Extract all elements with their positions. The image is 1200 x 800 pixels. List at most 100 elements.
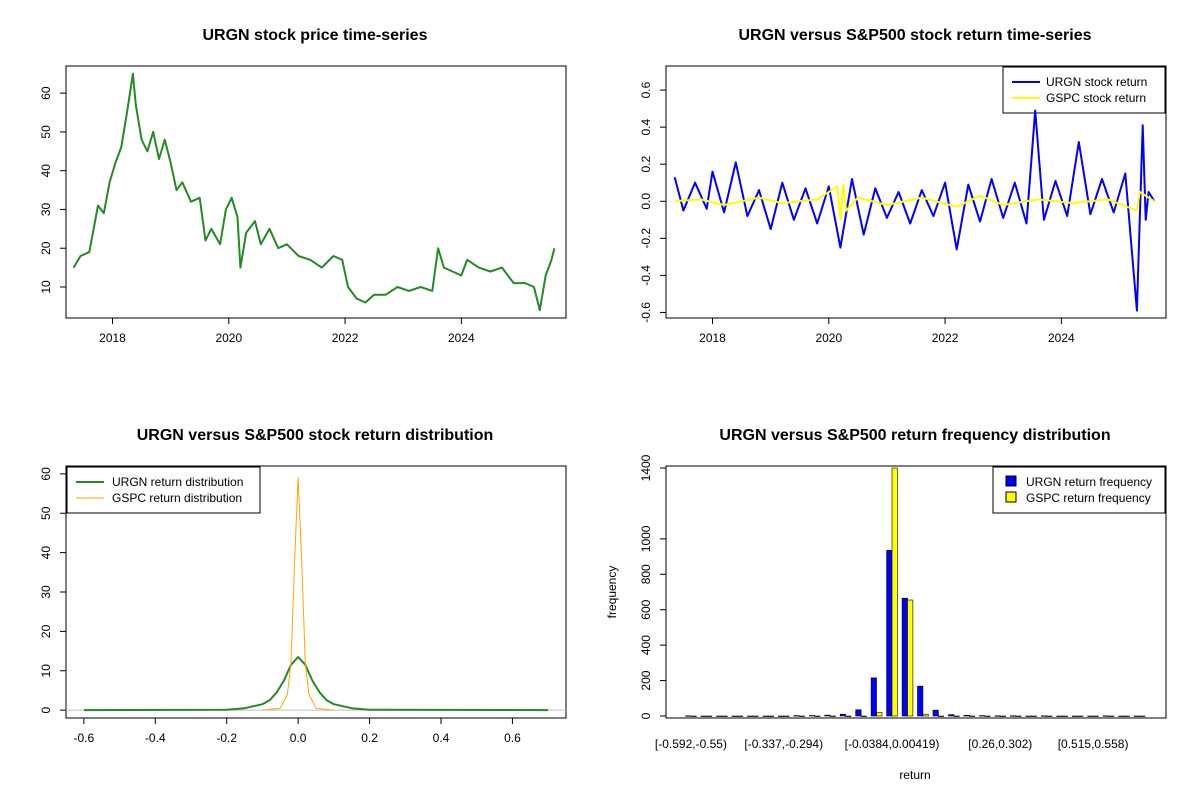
frequency-bar-gspc (1077, 715, 1084, 717)
frequency-bar-urgn (1056, 715, 1063, 717)
frequency-bar-urgn (963, 714, 970, 717)
returns-x-tick-label: 2024 (1048, 331, 1075, 345)
frequency-legend-label-urgn: URGN return frequency (1026, 475, 1152, 489)
returns-plot-frame (665, 65, 1167, 319)
frequency-bar-urgn (1025, 715, 1032, 717)
frequency-bar-urgn (716, 715, 723, 717)
frequency-legend-label-gspc: GSPC return frequency (1026, 491, 1151, 505)
frequency-y-axis-label: frequency (605, 566, 619, 619)
frequency-bar-urgn (994, 715, 1001, 717)
price-y-tick-label: 10 (39, 280, 53, 294)
frequency-bar-urgn (917, 685, 924, 717)
frequency-bar-gspc (938, 715, 945, 717)
returns-series-line-urgn (673, 109, 1156, 312)
frequency-bar-gspc (1061, 715, 1068, 717)
frequency-bar-gspc (907, 599, 914, 717)
frequency-plot-frame (665, 465, 1167, 719)
frequency-bar-gspc (690, 715, 697, 717)
frequency-x-tick-label: [0.26,0.302) (968, 737, 1032, 751)
price-y-tick-label: 30 (39, 202, 53, 216)
price-y-tick-label: 20 (39, 241, 53, 255)
frequency-x-tick-label: [0.515,0.558) (1058, 737, 1129, 751)
returns-y-tick-label: -0.6 (639, 302, 653, 323)
returns-y-tick-label: 0.2 (639, 156, 653, 173)
frequency-y-tick-label: 1400 (639, 454, 653, 481)
frequency-bar-gspc (891, 467, 898, 717)
price-chart-title: URGN stock price time-series (203, 27, 428, 44)
density-y-tick-label: 40 (39, 546, 53, 560)
frequency-y-tick-label: 400 (639, 635, 653, 655)
frequency-bar-gspc (829, 715, 836, 717)
frequency-y-tick-label: 200 (639, 670, 653, 690)
frequency-bar-urgn (1133, 715, 1140, 717)
frequency-bar-gspc (922, 713, 929, 717)
returns-x-tick-label: 2020 (815, 331, 842, 345)
density-chart-title: URGN versus S&P500 stock return distribu… (137, 427, 494, 444)
frequency-bar-gspc (845, 715, 852, 717)
frequency-bar-gspc (1108, 715, 1115, 717)
returns-legend-box (1002, 66, 1166, 114)
frequency-legend-box (992, 466, 1166, 514)
frequency-bar-urgn (1009, 715, 1016, 717)
frequency-bar-urgn (762, 715, 769, 717)
density-y-tick-label: 50 (39, 506, 53, 520)
frequency-y-tick-label: 800 (639, 564, 653, 584)
frequency-bar-urgn (685, 715, 692, 717)
density-x-tick-label: -0.4 (145, 731, 166, 745)
frequency-bar-urgn (932, 709, 939, 717)
frequency-x-tick-label: [-0.0384,0.00419) (845, 737, 940, 751)
frequency-bar-gspc (999, 715, 1006, 717)
frequency-y-tick-label: 1000 (639, 525, 653, 552)
frequency-chart-panel: URGN versus S&P500 return frequency dist… (605, 427, 1167, 782)
frequency-bar-gspc (969, 715, 976, 717)
price-x-tick-label: 2022 (332, 331, 359, 345)
frequency-bar-gspc (860, 715, 867, 717)
frequency-bar-urgn (839, 713, 846, 717)
frequency-bar-urgn (1102, 715, 1109, 717)
price-chart-panel: URGN stock price time-series (65, 27, 567, 319)
density-x-tick-label: -0.6 (74, 731, 95, 745)
frequency-bar-urgn (777, 715, 784, 717)
frequency-bar-urgn (793, 715, 800, 717)
price-y-tick-label: 50 (39, 125, 53, 139)
price-y-tick-label: 60 (39, 86, 53, 100)
density-y-tick-label: 60 (39, 467, 53, 481)
frequency-bar-urgn (1118, 715, 1125, 717)
frequency-bar-urgn (700, 715, 707, 717)
frequency-y-tick-label: 0 (639, 712, 653, 719)
frequency-bar-gspc (814, 715, 821, 717)
density-y-tick-label: 0 (39, 706, 53, 713)
frequency-bar-urgn (747, 715, 754, 717)
returns-legend: URGN stock return GSPC stock return (1002, 66, 1166, 114)
returns-chart-panel: URGN versus S&P500 stock return time-ser… (665, 27, 1167, 319)
frequency-bar-gspc (721, 715, 728, 717)
returns-series-line-gspc (674, 183, 1155, 221)
returns-x-tick-label: 2022 (932, 331, 959, 345)
density-legend-box (66, 466, 261, 514)
frequency-bar-gspc (1123, 715, 1130, 717)
price-x-tick-label: 2018 (99, 331, 126, 345)
density-legend-label-urgn: URGN return distribution (112, 475, 243, 489)
frequency-bar-urgn (1071, 715, 1078, 717)
chart-marks-layer: 2018 2020 2022 2024 10 20 30 40 50 60 2018 2020 2022… (39, 72, 1156, 751)
frequency-legend: URGN return frequency GSPC return freque… (992, 466, 1166, 514)
price-x-tick-label: 2024 (448, 331, 475, 345)
density-x-tick-label: 0.4 (433, 731, 450, 745)
price-series-line-urgn (72, 72, 556, 312)
frequency-bar-gspc (798, 715, 805, 717)
density-y-tick-label: 20 (39, 624, 53, 638)
frequency-bar-urgn (731, 715, 738, 717)
frequency-bar-urgn (808, 715, 815, 717)
frequency-bar-gspc (737, 715, 744, 717)
frequency-bar-urgn (886, 550, 893, 717)
density-series-line-urgn (83, 656, 549, 712)
frequency-legend-swatch-gspc (1005, 491, 1017, 503)
frequency-bar-gspc (1092, 715, 1099, 717)
price-y-tick-label: 40 (39, 164, 53, 178)
frequency-bar-gspc (1030, 715, 1037, 717)
frequency-y-tick-label: 600 (639, 599, 653, 619)
returns-legend-label-gspc: GSPC stock return (1046, 91, 1146, 105)
frequency-bar-gspc (984, 715, 991, 717)
